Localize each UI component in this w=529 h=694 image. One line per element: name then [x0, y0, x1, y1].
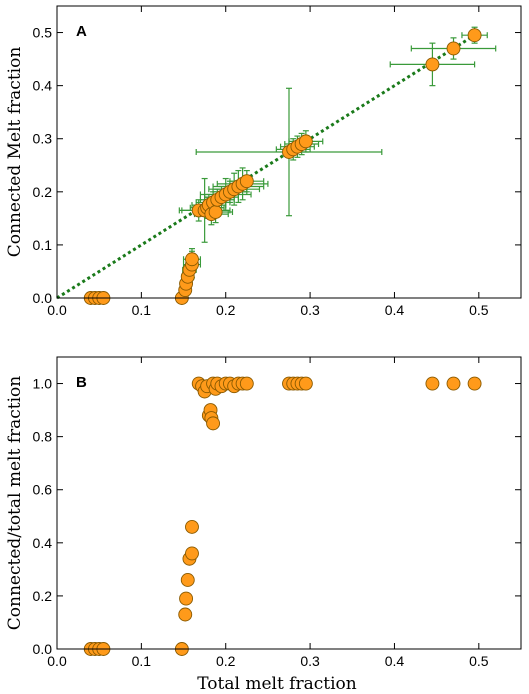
data-point [425, 376, 440, 391]
data-point [446, 376, 461, 391]
x-tick-label: 0.4 [385, 653, 405, 669]
y-tick-label: 0.5 [33, 25, 53, 41]
data-point [185, 519, 199, 534]
x-tick-label: 0.0 [47, 653, 67, 669]
panel-b-y-label: Connected/total melt fraction [5, 376, 25, 631]
y-tick-label: 0.4 [33, 78, 53, 94]
y-tick-label: 0.4 [33, 535, 53, 551]
data-point [178, 607, 193, 622]
x-tick-label: 0.0 [47, 302, 67, 318]
data-point [467, 376, 482, 391]
panel-b-x-ticks: 0.0 0.1 0.2 0.3 0.4 0.5 [47, 357, 489, 669]
panel-a-y-ticks: 0.0 0.1 0.2 0.3 0.4 0.5 [33, 25, 521, 306]
data-point [179, 591, 194, 606]
y-tick-label: 0.2 [33, 588, 53, 604]
data-point [185, 546, 199, 561]
panel-b-y-ticks: 0.0 0.2 0.4 0.6 0.8 1.0 [33, 376, 521, 657]
panel-a-fit-line [56, 31, 480, 300]
data-point [467, 28, 482, 43]
y-tick-label: 1.0 [33, 376, 53, 392]
data-point [208, 205, 223, 219]
panel-a-points [83, 28, 482, 305]
x-tick-label: 0.4 [385, 302, 405, 318]
panel-a: 0.0 0.1 0.2 0.3 0.4 0.5 0.00.10.20.30.40.5 A … [5, 5, 522, 318]
panel-b: 0.0 0.1 0.2 0.3 0.4 0.5 0.00.20.40.60.81.0 B … [5, 356, 522, 694]
panel-a-x-ticks: 0.0 0.1 0.2 0.3 0.4 0.5 [47, 6, 489, 318]
y-tick-label: 0.8 [33, 429, 53, 445]
panel-a-frame [56, 5, 522, 299]
data-point [180, 573, 195, 587]
y-tick-label: 0.1 [33, 237, 53, 253]
data-point [239, 174, 254, 189]
panel-a-y-label: Connected Melt fraction [5, 47, 25, 258]
x-tick-label: 0.3 [300, 653, 320, 669]
y-tick-label: 0.0 [33, 641, 53, 657]
y-tick-label: 0.3 [33, 131, 53, 147]
y-tick-label: 0.0 [33, 290, 53, 306]
x-tick-label: 0.5 [469, 302, 489, 318]
x-tick-label: 0.1 [132, 302, 152, 318]
data-point [298, 134, 313, 149]
x-tick-label: 0.5 [469, 653, 489, 669]
panel-a-errorbars [177, 26, 497, 301]
data-point [239, 376, 254, 391]
data-point [446, 41, 461, 56]
panel-b-x-label: Total melt fraction [197, 674, 356, 694]
data-point [206, 416, 221, 431]
panel-b-points [83, 376, 482, 656]
data-point [185, 252, 199, 267]
panel-b-label: B [76, 374, 87, 391]
data-point [298, 376, 313, 391]
y-tick-label: 0.2 [33, 184, 53, 200]
x-tick-label: 0.2 [216, 653, 236, 669]
panel-a-label: A [76, 23, 87, 40]
x-tick-label: 0.3 [300, 302, 320, 318]
x-tick-label: 0.2 [216, 302, 236, 318]
x-tick-label: 0.1 [132, 653, 152, 669]
panel-b-frame [56, 356, 522, 650]
y-tick-label: 0.6 [33, 482, 53, 498]
data-point [425, 57, 440, 72]
